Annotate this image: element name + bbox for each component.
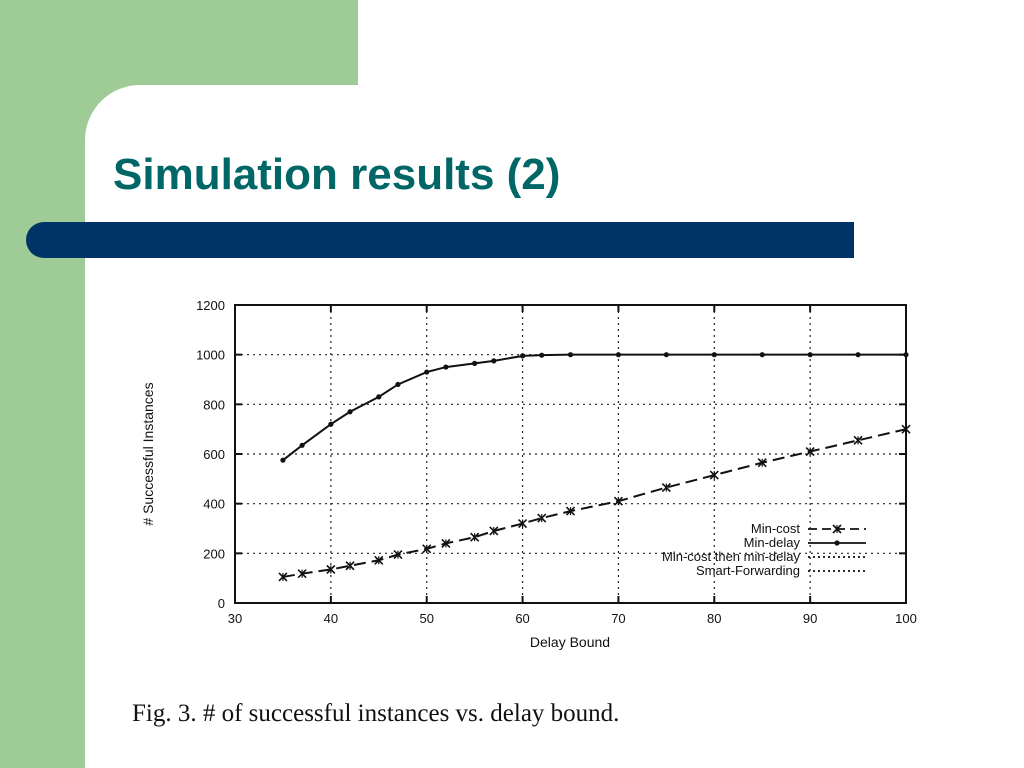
y-tick-label: 800 bbox=[203, 397, 225, 412]
series-point bbox=[299, 442, 305, 448]
series-min-delay bbox=[280, 352, 909, 463]
series-point bbox=[855, 352, 861, 358]
series-point bbox=[711, 352, 717, 358]
slide-title: Simulation results (2) bbox=[113, 150, 561, 199]
x-tick-label: 60 bbox=[515, 611, 529, 626]
series-point bbox=[424, 369, 430, 375]
y-axis-ticks: 0 200 400 600 800 1000 1200 bbox=[196, 298, 906, 611]
y-tick-label: 200 bbox=[203, 546, 225, 561]
series-line bbox=[282, 428, 907, 578]
legend-label: Min-delay bbox=[744, 535, 801, 550]
figure-caption: Fig. 3. # of successful instances vs. de… bbox=[132, 700, 620, 727]
x-axis-ticks: 30 40 50 60 70 80 90 100 bbox=[228, 305, 917, 626]
title-underline-bar bbox=[26, 222, 854, 258]
legend-marker bbox=[834, 540, 840, 546]
series-point bbox=[472, 360, 478, 366]
white-top-region bbox=[358, 0, 1024, 85]
series-min-cost bbox=[278, 424, 911, 582]
delay-bound-chart: 30 40 50 60 70 80 90 100 020040060080010001200 … bbox=[140, 298, 917, 650]
legend-label: Smart-Forwarding bbox=[696, 563, 800, 578]
content-panel bbox=[85, 85, 1024, 768]
y-tick-label: 0 bbox=[218, 596, 225, 611]
series-point bbox=[347, 409, 353, 415]
series-point bbox=[280, 457, 286, 463]
series-point bbox=[376, 394, 382, 400]
series-point bbox=[759, 352, 765, 358]
legend-label: Min-cost bbox=[751, 521, 801, 536]
y-tick-label: 1200 bbox=[196, 298, 225, 313]
y-tick-label: 1000 bbox=[196, 348, 225, 363]
legend-label: Min-cost then min-delay bbox=[662, 549, 800, 564]
series-point bbox=[328, 421, 334, 427]
y-tick-label: 600 bbox=[203, 447, 225, 462]
x-tick-label: 100 bbox=[895, 611, 917, 626]
x-axis-label: Delay Bound bbox=[530, 634, 610, 650]
series-point bbox=[395, 381, 401, 388]
x-tick-label: 50 bbox=[419, 611, 433, 626]
y-tick-label: 400 bbox=[203, 497, 225, 512]
series-point bbox=[567, 352, 574, 358]
series-line bbox=[282, 353, 906, 461]
x-tick-label: 30 bbox=[228, 611, 242, 626]
series-point bbox=[443, 364, 449, 370]
chart-grid bbox=[235, 305, 906, 603]
x-tick-label: 70 bbox=[611, 611, 625, 626]
y-axis-label: # Successful Instances bbox=[140, 382, 156, 525]
chart-series bbox=[278, 352, 911, 582]
series-point bbox=[615, 352, 622, 358]
x-tick-label: 40 bbox=[324, 611, 338, 626]
series-point bbox=[663, 352, 669, 358]
series-point bbox=[491, 358, 497, 364]
series-point bbox=[539, 352, 545, 358]
series-point bbox=[807, 352, 813, 358]
series-point bbox=[519, 353, 526, 359]
green-corner-decoration bbox=[0, 0, 358, 85]
series-point bbox=[903, 352, 909, 358]
x-tick-label: 90 bbox=[803, 611, 817, 626]
x-tick-label: 80 bbox=[707, 611, 721, 626]
